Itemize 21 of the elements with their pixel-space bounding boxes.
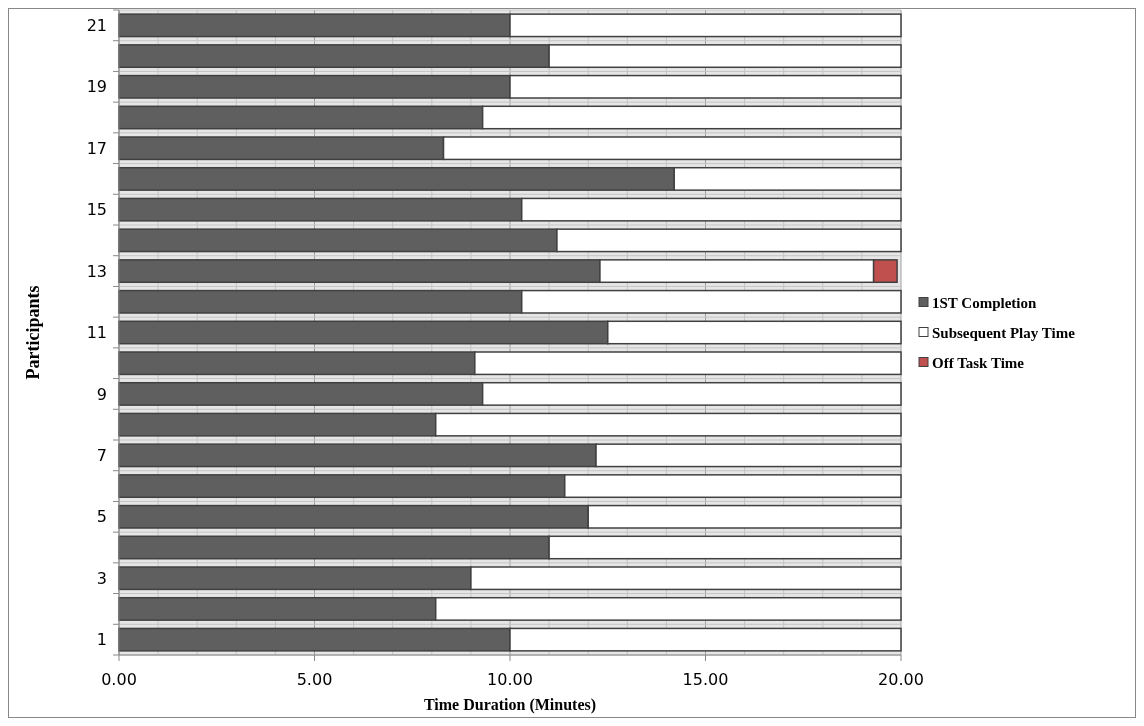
y-tick-label: 5 xyxy=(96,507,107,527)
y-tick-label: 17 xyxy=(86,138,107,158)
y-tick-label: 1 xyxy=(96,630,107,650)
y-tick-label: 13 xyxy=(86,261,107,281)
y-tick-label: 7 xyxy=(96,445,107,465)
y-axis-title: Participants xyxy=(23,285,43,380)
legend-label: Subsequent Play Time xyxy=(932,324,1076,341)
y-tick-label: 11 xyxy=(86,323,107,343)
legend-label: Off Task Time xyxy=(932,354,1025,371)
x-tick-label: 0.00 xyxy=(101,670,137,689)
y-tick-label: 21 xyxy=(86,15,107,35)
x-tick-label: 20.00 xyxy=(878,670,924,689)
x-tick-label: 5.00 xyxy=(296,670,333,689)
y-tick-label: 19 xyxy=(86,77,107,97)
y-tick-label: 15 xyxy=(86,200,107,220)
y-tick-label: 9 xyxy=(96,384,107,404)
x-axis-title: Time Duration (Minutes) xyxy=(423,696,597,714)
legend-label: 1ST Completion xyxy=(932,294,1037,311)
x-tick-label: 10.00 xyxy=(487,670,533,689)
y-tick-label: 3 xyxy=(96,568,107,588)
x-tick-label: 15.00 xyxy=(682,670,729,689)
